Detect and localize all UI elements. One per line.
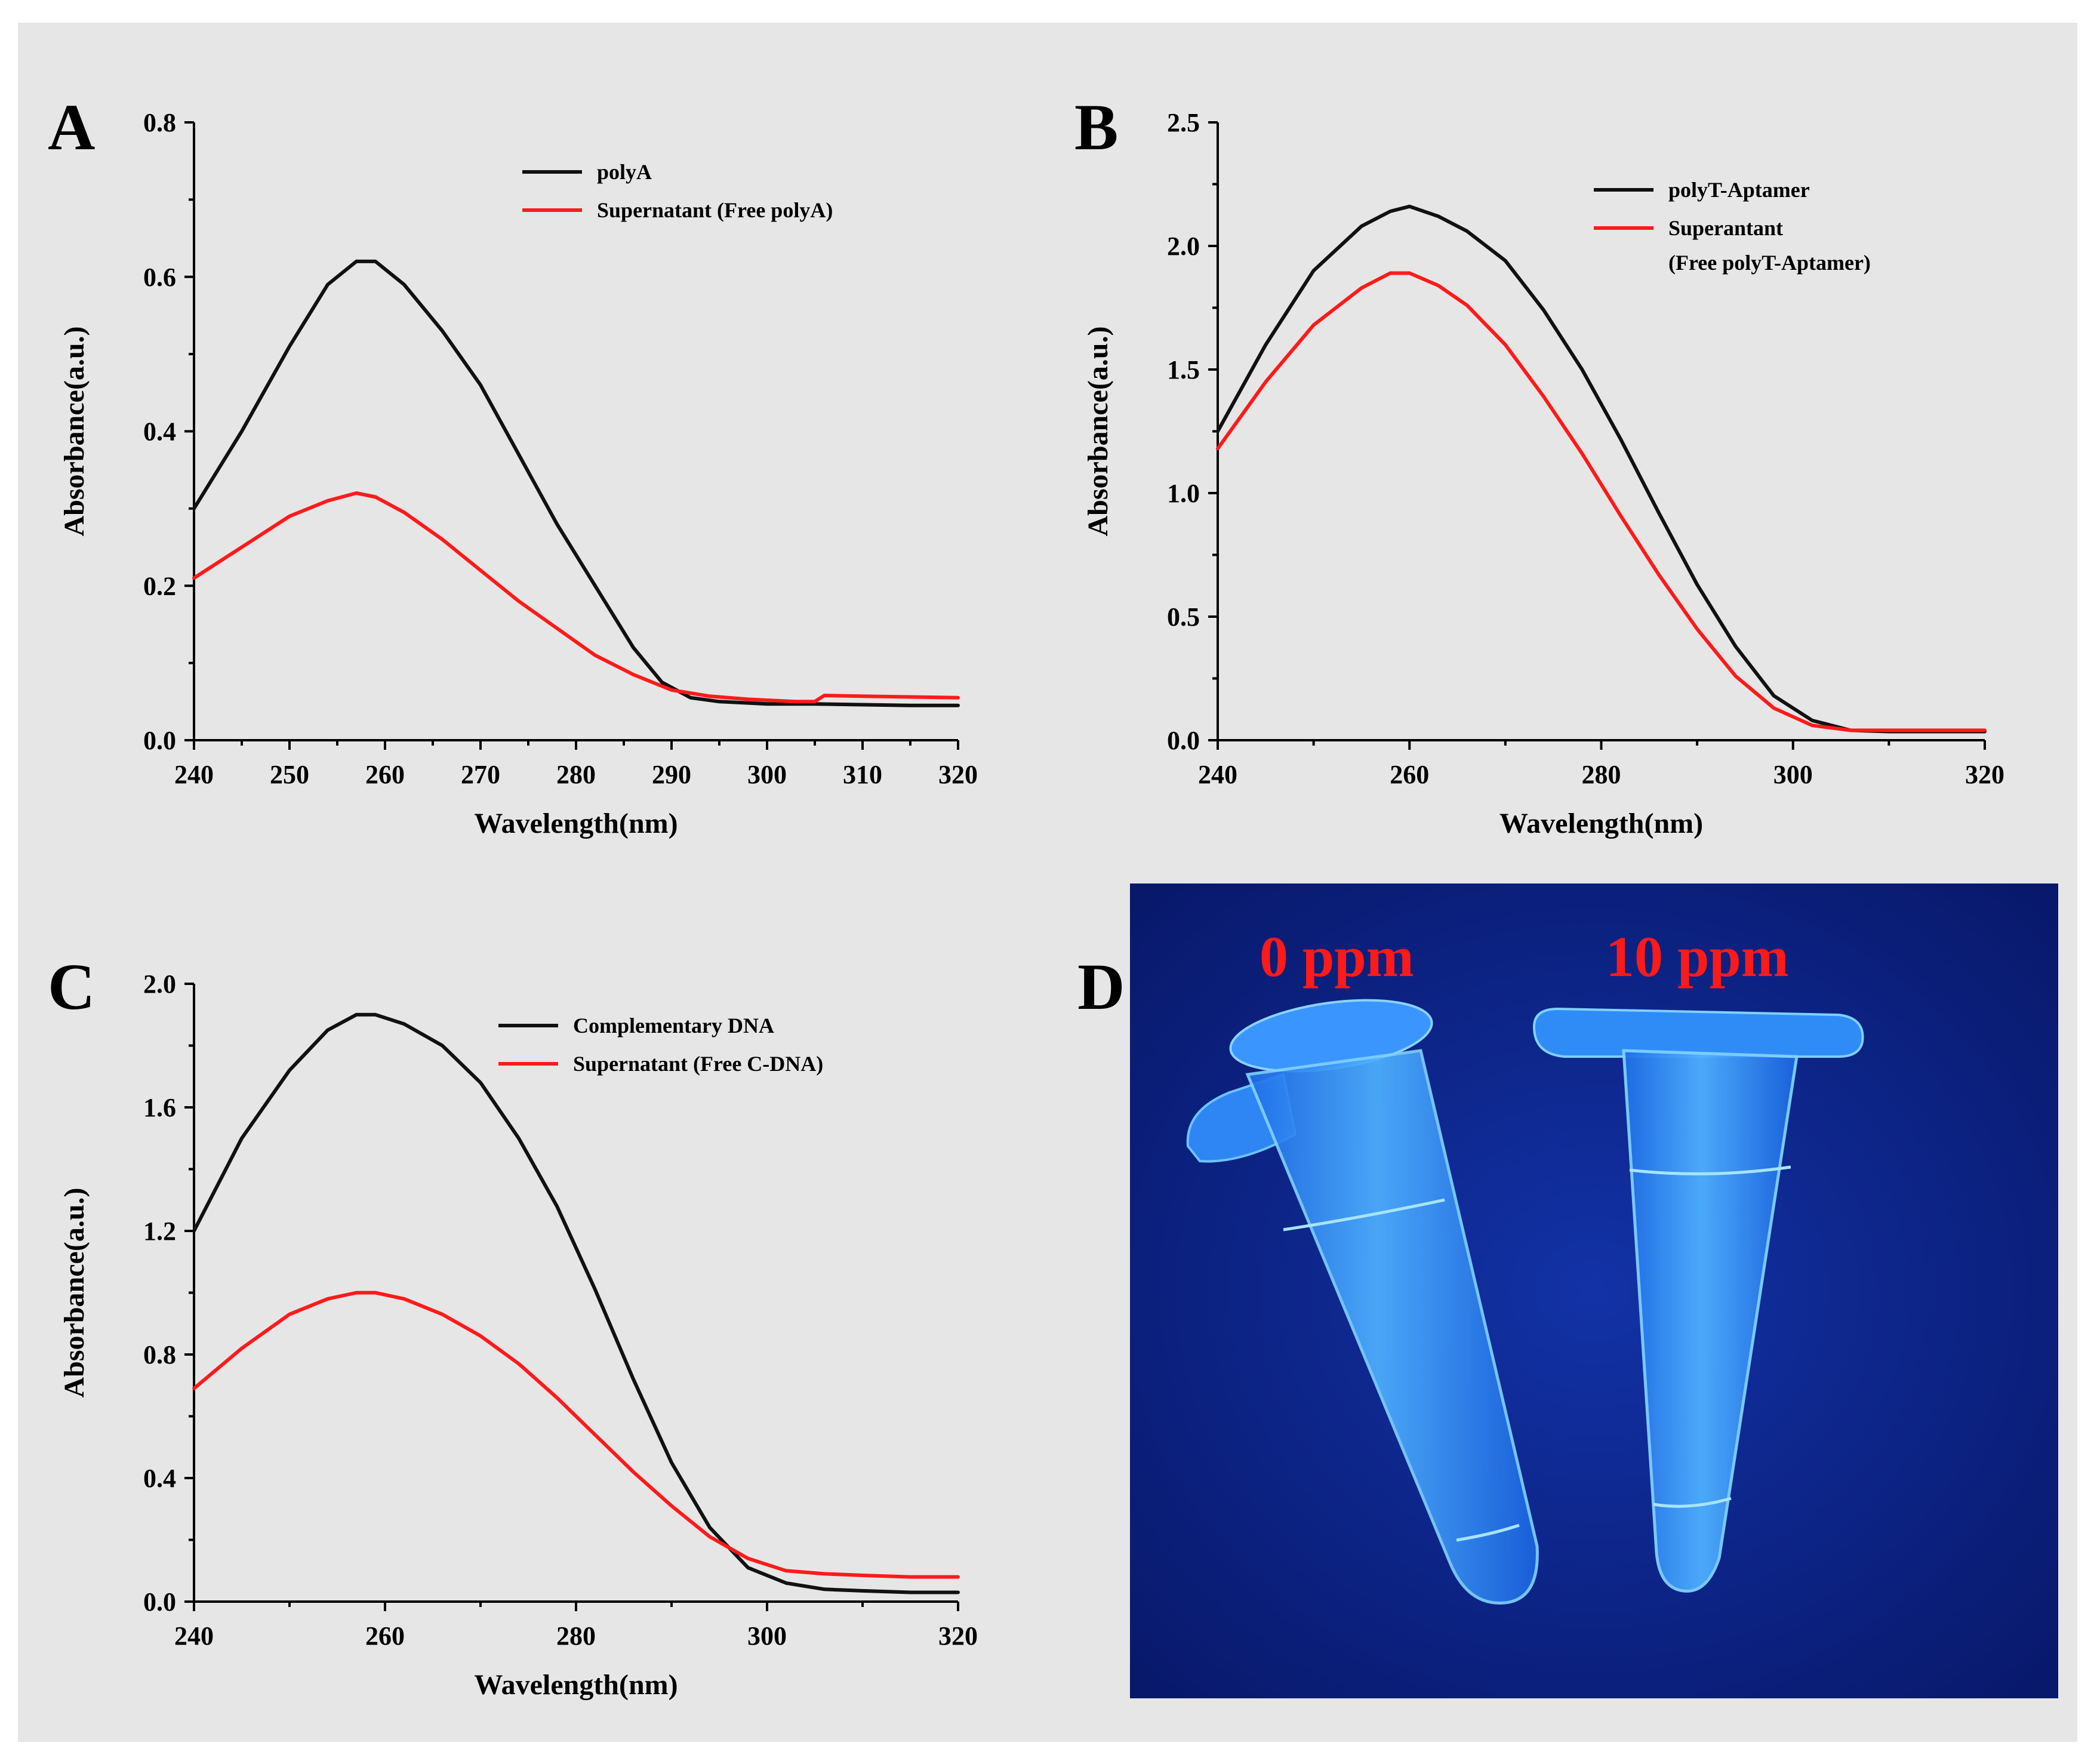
- y-tick-label-b: 1.5: [1167, 355, 1200, 384]
- legend-label-c-1: Supernatant (Free C-DNA): [573, 1052, 823, 1076]
- y-axis-title-c: Absorbance(a.u.): [58, 1187, 90, 1397]
- panel-letter-c: C: [48, 950, 95, 1023]
- chart-panel-c: 240 260 280 300 320 0.0 0.4 0.8 1.2 1.6 2.0 Wavelen…: [58, 969, 978, 1701]
- y-tick-label-c: 0.0: [143, 1587, 176, 1617]
- x-tick-label-a: 260: [365, 760, 405, 789]
- tube-10ppm: [1532, 1007, 1864, 1593]
- x-tick-label-c: 320: [938, 1621, 978, 1651]
- tube-10ppm-cap: [1532, 1007, 1864, 1058]
- y-tick-label-a: 0.6: [143, 263, 176, 292]
- x-tick-label-c: 260: [365, 1621, 405, 1651]
- y-tick-label-b: 2.5: [1167, 108, 1200, 137]
- x-tick-label-a: 280: [556, 760, 596, 789]
- y-tick-label-a: 0.0: [143, 726, 176, 755]
- series-line-b-red: [1216, 271, 1987, 732]
- label-0ppm: 0 ppm: [1260, 925, 1414, 989]
- tube-0ppm-liquid-line: [1283, 1198, 1445, 1232]
- x-tick-label-b: 320: [1965, 760, 2004, 789]
- y-axis-title-b: Absorbance(a.u.): [1082, 326, 1114, 536]
- x-tick-label-b: 300: [1773, 760, 1813, 789]
- chart-panel-b: 240 260 280 300 320 0.0 0.5 1.0 1.5 2.0 2.5 Wavelen…: [1082, 108, 2004, 839]
- y-tick-label-a: 0.8: [143, 108, 176, 137]
- legend-label-c-0: Complementary DNA: [573, 1014, 774, 1038]
- x-tick-label-a: 290: [652, 760, 691, 789]
- panel-letter-d: D: [1077, 950, 1125, 1023]
- series-line-a-black: [192, 259, 960, 707]
- panel-letter-a: A: [48, 91, 95, 164]
- x-tick-label-b: 260: [1390, 760, 1429, 789]
- x-tick-label-a: 310: [843, 760, 882, 789]
- tube-0ppm: [1186, 999, 1539, 1605]
- x-tick-label-c: 240: [174, 1621, 214, 1651]
- x-axis-title-a: Wavelength(nm): [474, 808, 678, 839]
- y-tick-label-a: 0.2: [143, 571, 176, 601]
- y-tick-label-c: 2.0: [143, 969, 176, 999]
- tube-10ppm-bottom-line: [1653, 1497, 1732, 1508]
- legend-label-b-1-line2: (Free polyT-Aptamer): [1668, 251, 1871, 275]
- x-axis-title-b: Wavelength(nm): [1499, 808, 1703, 839]
- y-tick-label-b: 0.5: [1167, 602, 1200, 632]
- legend-label-a-1: Supernatant (Free polyA): [597, 198, 833, 222]
- x-tick-label-b: 240: [1198, 760, 1237, 789]
- photo-background: [1130, 883, 2058, 1698]
- y-axis-title-a: Absorbance(a.u.): [58, 326, 90, 536]
- x-axis-title-c: Wavelength(nm): [474, 1669, 678, 1701]
- chart-panel-a: 240 250 260 270 280 290 300 310 320 0.0 0.2 0.4 0.6 0…: [58, 108, 978, 839]
- y-tick-label-c: 0.4: [143, 1464, 176, 1493]
- y-tick-label-b: 2.0: [1167, 232, 1200, 261]
- tube-10ppm-liquid-line: [1629, 1165, 1791, 1175]
- photo-panel-d: 0 ppm 10 ppm: [1130, 883, 2058, 1698]
- series-line-a-red: [192, 491, 960, 704]
- x-tick-label-a: 320: [938, 760, 978, 789]
- y-tick-label-b: 1.0: [1167, 479, 1200, 508]
- series-line-b-black: [1216, 204, 1987, 734]
- legend-label-b-0: polyT-Aptamer: [1668, 178, 1810, 202]
- x-tick-label-a: 240: [174, 760, 214, 789]
- tube-0ppm-bottom-line: [1456, 1523, 1520, 1542]
- y-tick-label-c: 1.2: [143, 1217, 176, 1246]
- y-tick-label-b: 0.0: [1167, 726, 1200, 755]
- panel-letter-b: B: [1074, 91, 1118, 164]
- legend-label-b-1: Superantant: [1668, 216, 1783, 240]
- x-tick-label-a: 300: [747, 760, 787, 789]
- x-tick-label-c: 300: [747, 1621, 787, 1651]
- x-tick-label-c: 280: [556, 1621, 596, 1651]
- y-tick-label-c: 0.8: [143, 1340, 176, 1369]
- series-line-c-black: [192, 1012, 960, 1594]
- tube-10ppm-body: [1622, 1049, 1799, 1593]
- y-tick-label-c: 1.6: [143, 1093, 176, 1122]
- legend-label-a-0: polyA: [597, 160, 652, 184]
- label-10ppm: 10 ppm: [1606, 925, 1789, 989]
- series-line-c-red: [192, 1291, 960, 1579]
- x-tick-label-b: 280: [1582, 760, 1621, 789]
- x-tick-label-a: 250: [270, 760, 309, 789]
- x-tick-label-a: 270: [461, 760, 500, 789]
- tube-0ppm-body: [1245, 1049, 1539, 1605]
- y-tick-label-a: 0.4: [143, 417, 176, 447]
